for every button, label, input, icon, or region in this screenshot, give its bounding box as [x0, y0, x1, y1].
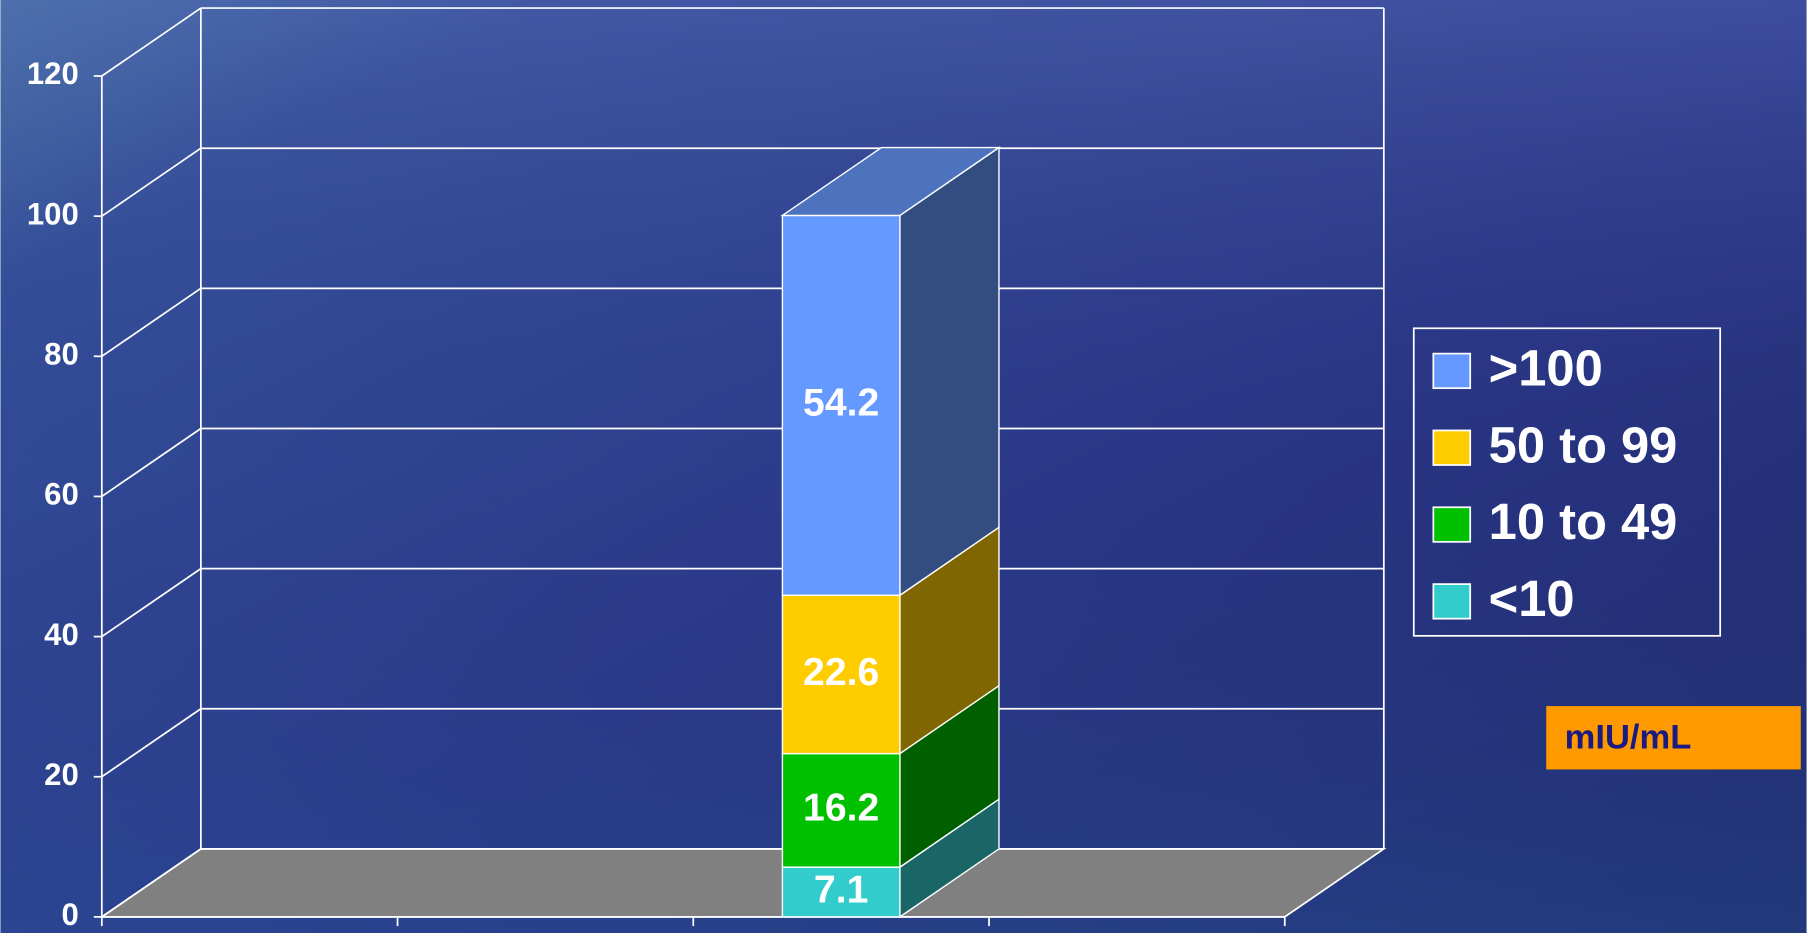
y-tick-label: 0: [61, 897, 78, 932]
value-label: 7.1: [814, 868, 868, 911]
legend-label: 10 to 49: [1489, 493, 1678, 550]
value-label: 16.2: [803, 787, 879, 830]
legend-swatch: [1433, 584, 1470, 619]
y-tick-label: 40: [44, 617, 79, 652]
y-tick-label: 100: [27, 196, 79, 231]
y-tick-label: 60: [44, 477, 79, 512]
y-tick-label: 120: [27, 56, 79, 91]
y-tick-label: 20: [44, 757, 79, 792]
y-tick-label: 80: [44, 337, 79, 372]
value-label: 22.6: [803, 651, 879, 694]
floor: [102, 849, 1384, 917]
legend-label: <10: [1489, 570, 1575, 627]
legend-swatch: [1433, 430, 1470, 465]
chart: 0 20 40 60 80 100 120 7.1 16.2 22.6 54.2 <10 10 to …: [0, 0, 1807, 933]
legend-swatch: [1433, 507, 1470, 542]
legend-label: 50 to 99: [1489, 416, 1678, 473]
page: {"chart_data": { "type": "bar", "stacked…: [0, 0, 1807, 933]
bar-side: [900, 148, 999, 596]
legend-swatch: [1433, 354, 1470, 389]
legend-label: >100: [1489, 339, 1603, 396]
value-label: 54.2: [803, 382, 879, 425]
annotation: mIU/mL: [1565, 719, 1692, 757]
